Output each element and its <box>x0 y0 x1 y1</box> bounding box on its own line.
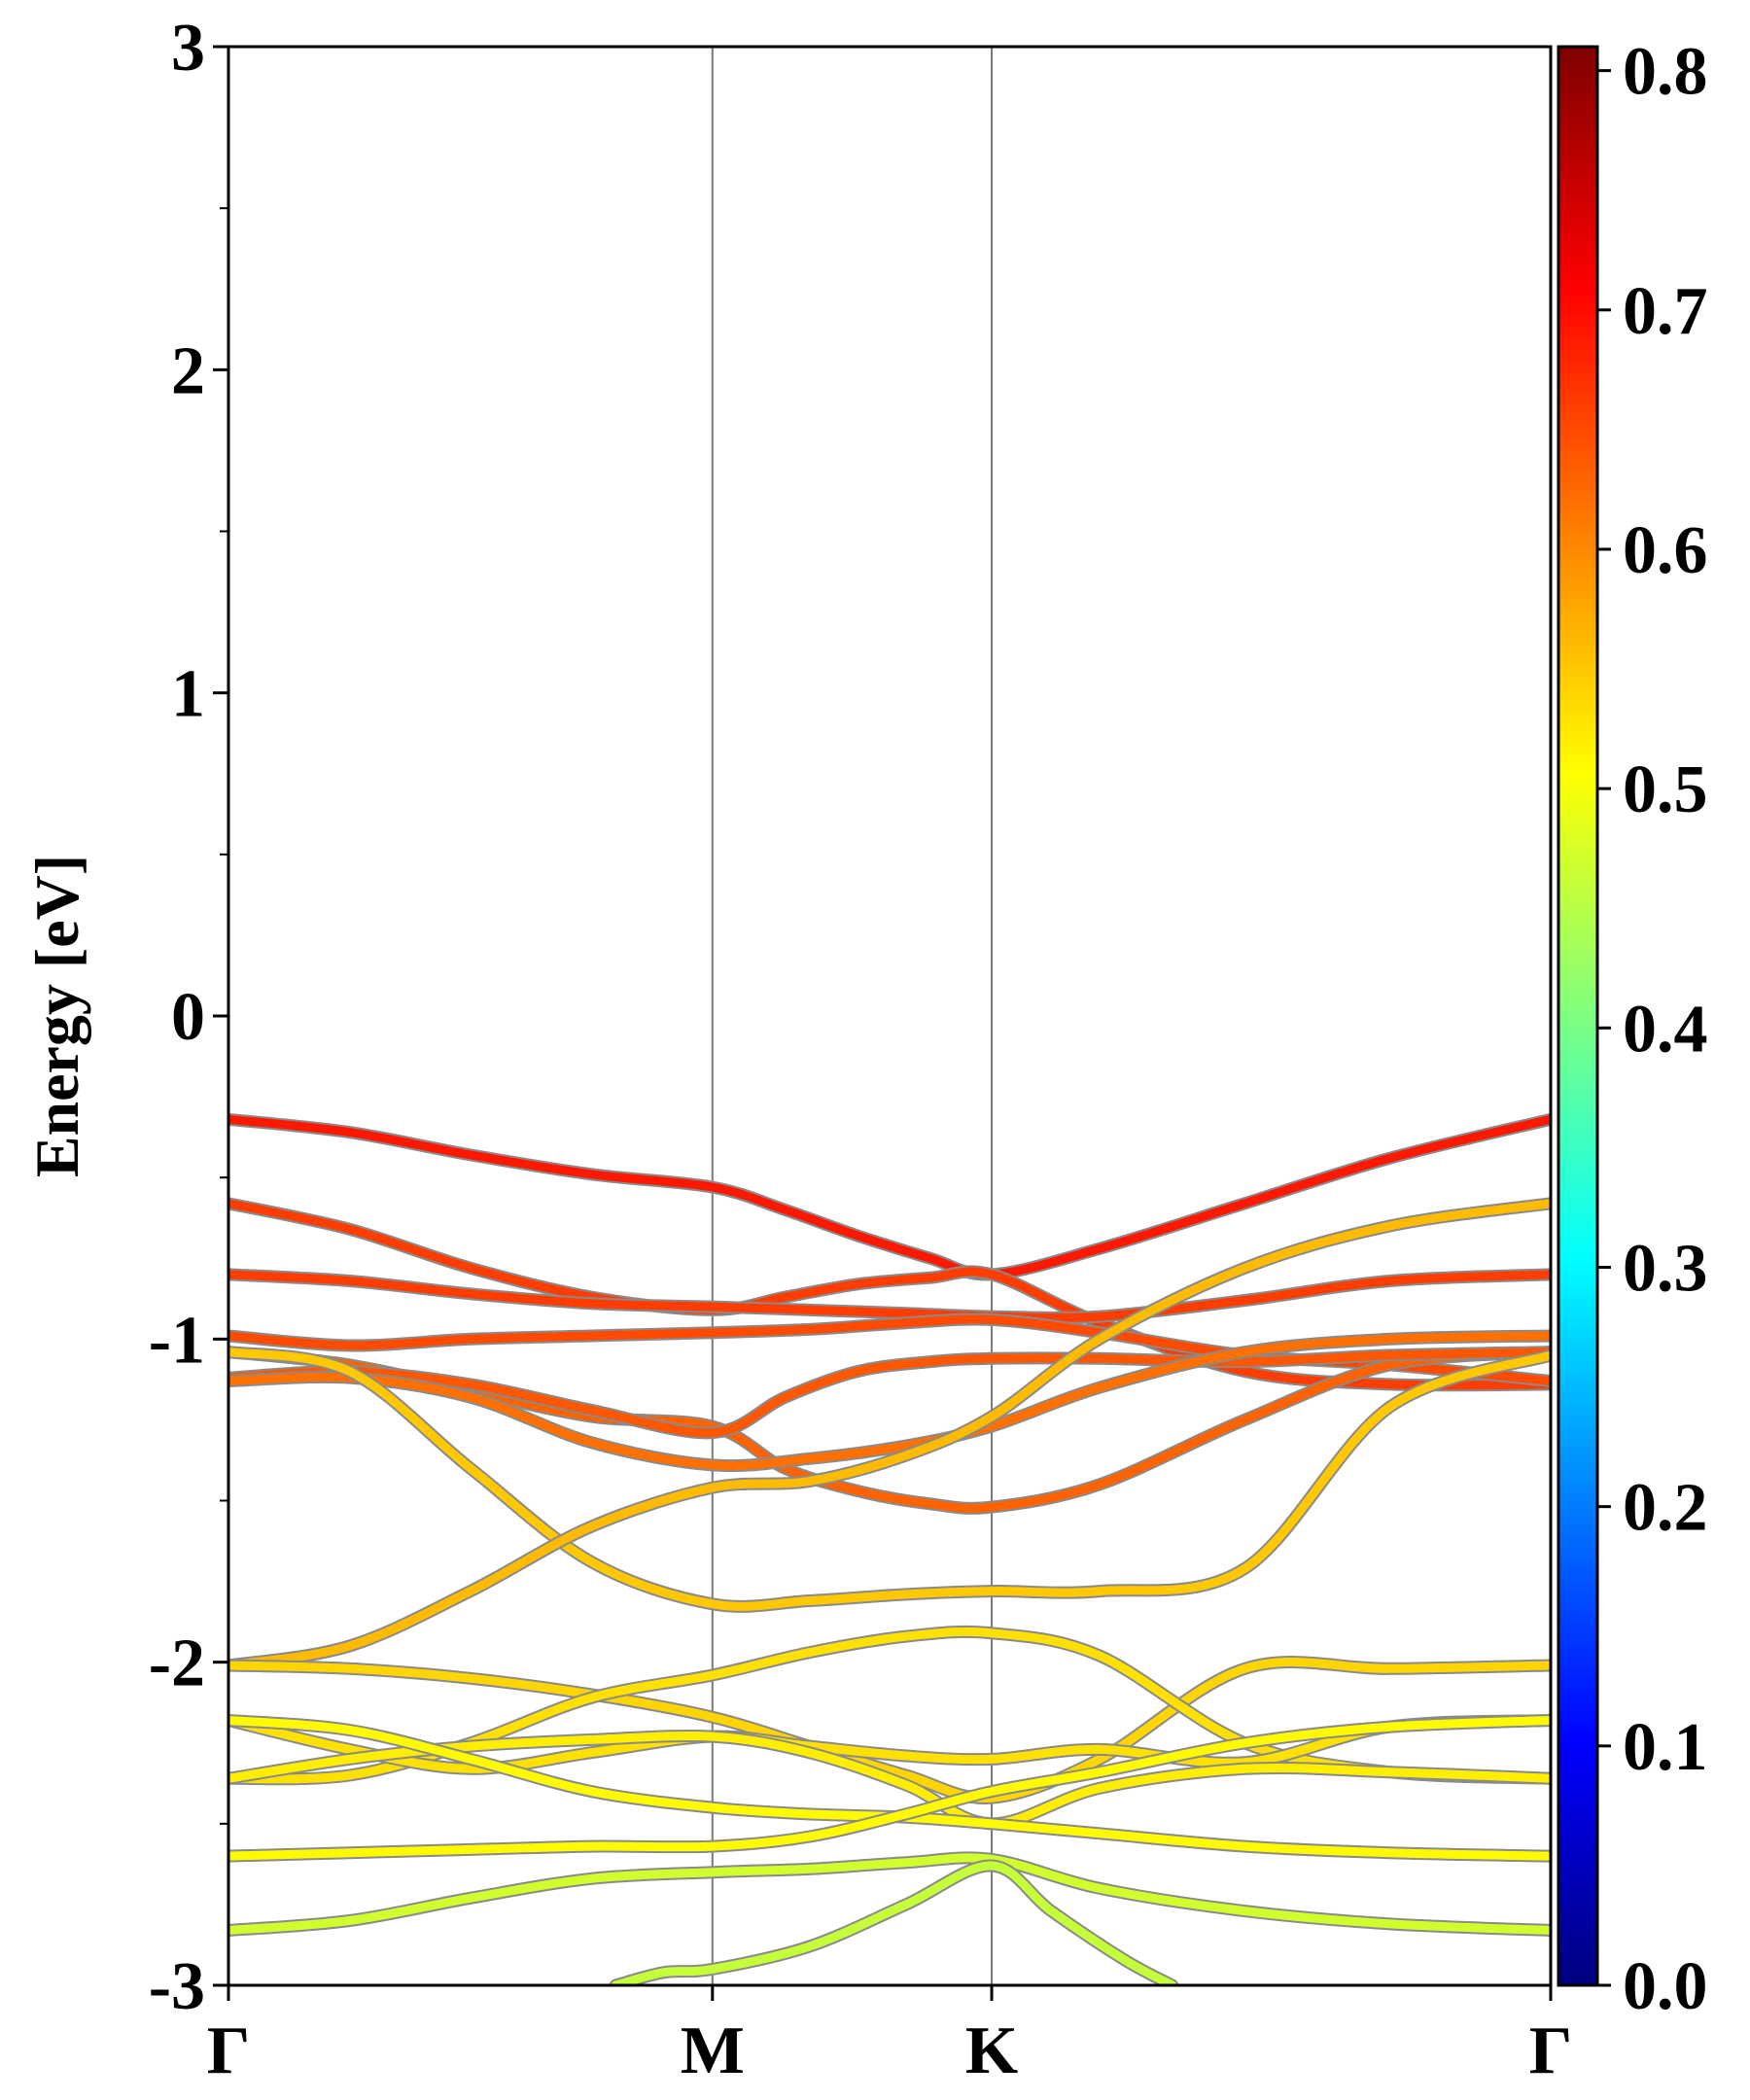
x-tick-label: M <box>681 2013 745 2088</box>
colorbar-tick-label: 0.6 <box>1623 513 1708 588</box>
band-1 <box>228 1114 1551 1279</box>
band-12 <box>228 1716 1551 1773</box>
colorbar-tick-label: 0.5 <box>1623 752 1708 827</box>
colorbar-tick-label: 0.1 <box>1623 1710 1708 1785</box>
band-16 <box>228 1853 1551 1935</box>
band-lines <box>228 1112 1551 1985</box>
y-tick-label: 1 <box>171 657 205 732</box>
y-tick-label: 3 <box>171 11 205 86</box>
colorbar-tick-label: 0.2 <box>1623 1471 1708 1546</box>
band-7 <box>228 1331 1551 1471</box>
x-tick-label: K <box>965 2013 1018 2088</box>
colorbar-tick-label: 0.0 <box>1623 1949 1708 2024</box>
y-axis-label: Energy [eV] <box>22 855 91 1177</box>
colorbar-tick-label: 0.3 <box>1623 1231 1708 1306</box>
x-tick-label: Γ <box>207 2013 251 2088</box>
band-17 <box>611 1861 1177 1985</box>
band-9 <box>228 1199 1551 1670</box>
colorbar-tick-label: 0.8 <box>1623 35 1708 110</box>
kpoint-vertical-lines <box>711 47 994 1985</box>
band-10 <box>228 1658 1551 1802</box>
band-2 <box>228 1199 1551 1390</box>
plot-area: -3 -2 -1 0 1 2 3 Γ M K Γ Energy [eV] <box>22 11 1572 2088</box>
colorbar-gradient <box>1557 45 1599 1987</box>
colorbar: 0.0 0.1 0.2 0.3 0.4 0.5 0.6 0.7 0.8 <box>1557 35 1708 2024</box>
colorbar-tick-label: 0.4 <box>1623 992 1708 1067</box>
y-tick-label: 2 <box>171 333 205 408</box>
y-tick-label: -2 <box>149 1627 205 1701</box>
band-15 <box>228 1716 1551 1861</box>
band-13 <box>228 1731 1551 1829</box>
y-tick-label: 0 <box>171 980 205 1055</box>
colorbar-tick-label: 0.7 <box>1623 274 1708 349</box>
band-3 <box>228 1270 1551 1322</box>
band-8 <box>228 1348 1551 1611</box>
band-6 <box>228 1348 1551 1438</box>
band-14 <box>228 1716 1551 1861</box>
colorbar-ticks: 0.0 0.1 0.2 0.3 0.4 0.5 0.6 0.7 0.8 <box>1597 35 1708 2024</box>
y-tick-label: -1 <box>149 1303 205 1378</box>
x-tick-label: Γ <box>1529 2013 1573 2088</box>
y-tick-label: -3 <box>149 1949 205 2024</box>
plot-frame <box>227 45 1553 1987</box>
y-axis-ticks: -3 -2 -1 0 1 2 3 <box>149 11 228 2024</box>
